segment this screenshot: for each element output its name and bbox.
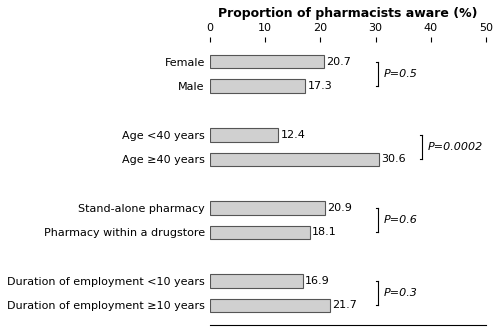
Text: 12.4: 12.4	[280, 130, 305, 140]
X-axis label: Proportion of pharmacists aware (%): Proportion of pharmacists aware (%)	[218, 7, 477, 20]
Text: 30.6: 30.6	[381, 154, 406, 164]
Bar	[210, 299, 330, 312]
Bar	[210, 275, 303, 288]
Text: 16.9: 16.9	[306, 276, 330, 286]
Text: 20.9: 20.9	[328, 203, 352, 213]
Bar	[210, 226, 310, 239]
Text: 20.7: 20.7	[326, 57, 351, 67]
Bar	[210, 55, 324, 68]
Text: 17.3: 17.3	[308, 81, 332, 91]
Text: P=0.6: P=0.6	[384, 215, 418, 225]
Bar	[210, 153, 379, 166]
Text: P=0.3: P=0.3	[384, 288, 418, 298]
Bar	[210, 128, 278, 141]
Text: P=0.0002: P=0.0002	[428, 142, 484, 152]
Bar	[210, 201, 325, 215]
Text: 21.7: 21.7	[332, 300, 356, 310]
Text: P=0.5: P=0.5	[384, 69, 418, 79]
Bar	[210, 79, 306, 93]
Text: 18.1: 18.1	[312, 227, 336, 237]
